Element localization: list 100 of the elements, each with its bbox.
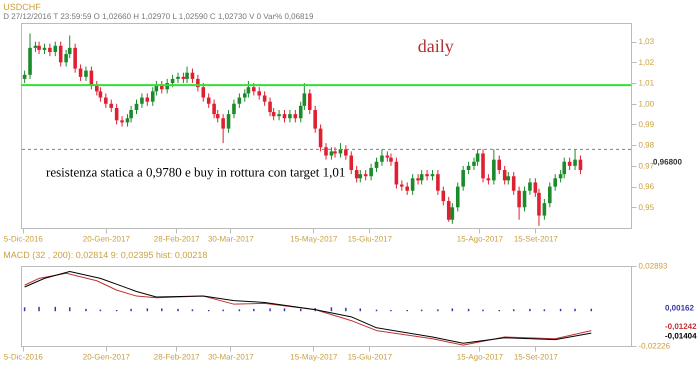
candlestick	[330, 146, 334, 160]
x-tick-label: 20-Gen-2017	[82, 234, 130, 244]
candlestick	[313, 105, 317, 134]
candlestick	[48, 43, 52, 57]
candlestick	[190, 68, 194, 84]
candlestick	[528, 178, 532, 196]
candlestick	[212, 99, 216, 119]
candlestick	[446, 196, 451, 222]
candlestick	[400, 180, 404, 192]
candlestick	[182, 72, 186, 84]
x-tick-label: 15-Set-2017	[514, 234, 558, 244]
candlestick	[226, 109, 230, 134]
candlestick	[185, 66, 189, 84]
y-tick-label: 0,95	[638, 202, 655, 212]
candlestick	[450, 202, 454, 224]
candlestick	[425, 170, 429, 181]
candlestick	[497, 155, 502, 175]
candlestick	[37, 41, 41, 55]
candlestick	[120, 116, 124, 128]
candlestick	[146, 92, 150, 106]
y-tick-label: 1,02	[638, 58, 655, 67]
y-tick-label: 0,96	[638, 182, 655, 192]
candlestick	[53, 41, 58, 57]
candlestick	[324, 142, 328, 160]
candlestick	[380, 148, 384, 166]
candlestick	[456, 182, 460, 212]
candlestick	[492, 148, 496, 186]
y-tick-label: 1,01	[638, 78, 655, 88]
candlestick	[548, 182, 552, 208]
candlestick	[502, 165, 506, 186]
candlestick	[201, 82, 206, 102]
candlestick	[517, 186, 521, 220]
candlestick	[420, 170, 424, 186]
candlestick	[430, 170, 434, 181]
candlestick	[394, 157, 398, 190]
candlestick	[282, 109, 286, 123]
x-tick-label: 20-Gen-2017	[82, 352, 130, 362]
x-tick-label: 5-Dic-2016	[4, 234, 44, 244]
candlestick	[134, 99, 138, 115]
candlestick	[34, 41, 38, 52]
candlestick	[129, 105, 133, 123]
annotation: resistenza statica a 0,9780 e buy in rottura con target 1,01	[46, 164, 346, 180]
x-tick-label: 15-Giu-2017	[348, 352, 393, 362]
candlestick	[344, 144, 348, 160]
chart-title: USDCHF	[3, 2, 42, 12]
candlestick	[476, 148, 480, 166]
candlestick	[364, 170, 368, 181]
candlestick	[78, 64, 82, 82]
candlestick	[140, 92, 144, 108]
candlestick	[349, 150, 354, 175]
candlestick	[562, 157, 566, 179]
candlestick	[73, 43, 77, 74]
y-tick-label: 0,98	[638, 140, 655, 150]
candlestick	[405, 182, 410, 196]
x-tick-label: 30-Mar-2017	[208, 352, 254, 362]
candlestick	[369, 163, 373, 181]
annotation: daily	[418, 36, 454, 56]
y-tick-label: -0,02226	[638, 342, 671, 350]
text: 0,96800	[653, 157, 682, 166]
x-tick-label: 15-Ago-2017	[456, 234, 504, 244]
candlestick	[176, 72, 180, 84]
candlestick	[522, 186, 526, 212]
candlestick	[318, 124, 322, 152]
candlestick	[257, 86, 262, 100]
candlestick	[374, 157, 378, 173]
candlestick	[22, 70, 26, 84]
candlestick	[206, 92, 210, 108]
y-tick-label: 1,00	[638, 99, 655, 108]
candlestick	[386, 150, 390, 162]
text: 0,00162	[665, 303, 694, 312]
candlestick	[84, 66, 88, 82]
candlestick	[109, 99, 114, 113]
candlestick	[416, 174, 420, 186]
candlestick	[553, 174, 557, 192]
text: -0,01404	[665, 331, 698, 340]
candlestick	[333, 146, 337, 158]
candlestick	[288, 109, 292, 123]
text: -0,01242	[665, 322, 698, 331]
x-tick-label: 28-Feb-2017	[154, 234, 200, 244]
candlestick	[277, 109, 281, 121]
y-tick-label: 0,02893	[638, 262, 668, 270]
y-tick-label: 0,99	[638, 120, 655, 129]
candlestick	[358, 170, 362, 183]
candlestick	[42, 43, 46, 55]
candlestick	[568, 157, 572, 171]
candlestick	[246, 80, 250, 98]
candlestick	[170, 74, 174, 88]
x-tick-label: 5-Dic-2016	[4, 352, 44, 362]
candlestick	[506, 172, 510, 186]
candlestick	[466, 161, 470, 175]
candlestick	[578, 155, 582, 175]
x-tick-label: 28-Feb-2017	[154, 352, 200, 362]
candlestick	[436, 170, 440, 196]
candlestick	[268, 97, 272, 117]
candlestick	[90, 66, 94, 90]
candlestick	[252, 82, 256, 96]
candlestick	[238, 92, 242, 108]
candlestick	[221, 114, 225, 144]
candlestick	[308, 88, 312, 115]
x-tick-label: 15-Set-2017	[514, 352, 558, 362]
